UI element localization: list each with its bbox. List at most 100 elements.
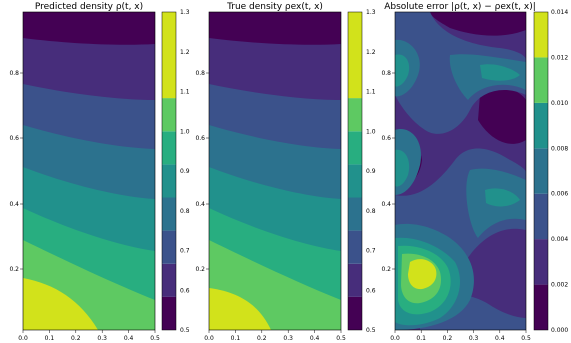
- colorbar: 0.000 0.002 0.004 0.006 0.008 0.010 0.01…: [533, 9, 568, 334]
- colorbar-tick-label: 1.1: [180, 89, 190, 96]
- x-tick-label: 0.0: [390, 335, 400, 342]
- colorbar-tick-label: 1.2: [366, 49, 376, 56]
- colorbar-segment: [348, 164, 362, 198]
- colorbar-segment: [162, 98, 176, 132]
- contour-band: [408, 259, 437, 290]
- x-ticks: 0.0 0.1 0.2 0.3 0.4 0.5: [18, 330, 160, 342]
- colorbar-tick-label: 0.9: [366, 168, 376, 175]
- colorbar-segment: [162, 230, 176, 264]
- colorbar-tick-label: 0.5: [366, 327, 376, 334]
- colorbar-tick-label: 1.3: [180, 9, 190, 16]
- colorbar-tick-label: 0.7: [366, 248, 376, 255]
- y-tick-label: 0.8: [9, 70, 19, 77]
- colorbar-tick-label: 1.2: [180, 49, 190, 56]
- colorbar-segment: [534, 284, 548, 330]
- contour-area: [23, 12, 155, 330]
- y-tick-label: 0.6: [9, 135, 19, 142]
- x-tick-label: 0.3: [97, 335, 107, 342]
- contour-band: [478, 88, 526, 144]
- colorbar-segment: [162, 131, 176, 165]
- x-tick-label: 0.0: [18, 335, 28, 342]
- panel-title: Predicted density ρ(t, x): [35, 2, 143, 12]
- x-tick-label: 0.5: [521, 335, 531, 342]
- colorbar-tick-label: 0.6: [180, 287, 190, 294]
- y-tick-label: 0.2: [381, 266, 391, 273]
- colorbar-tick-label: 0.010: [551, 100, 568, 107]
- x-tick-label: 0.1: [416, 335, 426, 342]
- colorbar-segment: [162, 263, 176, 297]
- colorbar-segment: [534, 148, 548, 194]
- y-tick-label: 0.2: [195, 266, 205, 273]
- colorbar-segment: [348, 131, 362, 165]
- colorbar: 0.5 0.6 0.7 0.8 0.9 1.0 1.1 1.2 1.3: [161, 9, 190, 334]
- colorbar-segment: [348, 197, 362, 231]
- panel-title: True density ρex(t, x): [226, 2, 323, 12]
- y-tick-label: 0.4: [9, 201, 19, 208]
- colorbar-segment: [348, 98, 362, 132]
- colorbar-tick-label: 0.7: [180, 248, 190, 255]
- colorbar-tick-label: 1.0: [366, 128, 376, 135]
- colorbar-segment: [534, 193, 548, 240]
- contour-area: [395, 12, 526, 330]
- x-tick-label: 0.4: [310, 335, 320, 342]
- colorbar-tick-label: 0.8: [366, 208, 376, 215]
- colorbar-tick-label: 0.014: [551, 9, 568, 16]
- contour-band: [23, 278, 98, 330]
- colorbar-segment: [348, 263, 362, 297]
- x-tick-label: 0.2: [443, 335, 453, 342]
- colorbar-segment: [534, 102, 548, 149]
- y-tick-label: 0.6: [195, 135, 205, 142]
- colorbar-tick-label: 0.6: [366, 287, 376, 294]
- y-tick-label: 0.4: [195, 201, 205, 208]
- y-tick-label: 0.8: [381, 70, 391, 77]
- x-tick-label: 0.1: [45, 335, 55, 342]
- panel-error: Absolute error |ρ(t, x) − ρex(t, x)|: [381, 2, 568, 342]
- plot-frame: [394, 11, 527, 331]
- colorbar-tick-label: 0.006: [551, 191, 568, 198]
- x-tick-label: 0.4: [124, 335, 134, 342]
- colorbar-segment: [348, 12, 362, 99]
- panel-title: Absolute error |ρ(t, x) − ρex(t, x)|: [384, 2, 536, 12]
- x-tick-label: 0.4: [495, 335, 505, 342]
- y-tick-label: 0.2: [9, 266, 19, 273]
- x-tick-label: 0.0: [204, 335, 214, 342]
- colorbar-segment: [348, 296, 362, 330]
- y-tick-label: 0.8: [195, 70, 205, 77]
- plot-frame: [208, 11, 342, 331]
- y-ticks: 0.2 0.4 0.6 0.8: [9, 70, 23, 273]
- colorbar-segment: [534, 239, 548, 285]
- colorbar-segment: [162, 12, 176, 99]
- colorbar-tick-label: 1.3: [366, 9, 376, 16]
- x-tick-label: 0.3: [469, 335, 479, 342]
- x-tick-label: 0.5: [150, 335, 160, 342]
- colorbar-tick-label: 0.8: [180, 208, 190, 215]
- x-tick-label: 0.5: [336, 335, 346, 342]
- panel-true: True density ρex(t, x) 0.0 0.1 0.2 0.3 0…: [195, 2, 375, 342]
- contour-band: [395, 149, 410, 187]
- colorbar-segment: [534, 57, 548, 103]
- colorbar-tick-label: 0.012: [551, 54, 568, 61]
- x-tick-label: 0.2: [257, 335, 267, 342]
- colorbar-tick-label: 0.002: [551, 282, 568, 289]
- y-ticks: 0.2 0.4 0.6 0.8: [381, 70, 395, 273]
- colorbar-segment: [162, 197, 176, 231]
- y-ticks: 0.2 0.4 0.6 0.8: [195, 70, 209, 273]
- contour-area: [209, 12, 341, 330]
- panel-predicted: Predicted density ρ(t, x) 0.0 0.1 0.2 0.…: [9, 2, 189, 342]
- y-tick-label: 0.4: [381, 201, 391, 208]
- colorbar-tick-label: 0.004: [551, 236, 568, 243]
- colorbar-segment: [534, 12, 548, 58]
- y-tick-label: 0.6: [381, 135, 391, 142]
- colorbar-segment: [162, 296, 176, 330]
- plot-frame: [22, 11, 156, 331]
- x-tick-label: 0.2: [71, 335, 81, 342]
- x-ticks: 0.0 0.1 0.2 0.3 0.4 0.5: [390, 330, 531, 342]
- colorbar-tick-label: 0.9: [180, 168, 190, 175]
- x-tick-label: 0.3: [283, 335, 293, 342]
- colorbar-tick-label: 1.1: [366, 89, 376, 96]
- colorbar-segment: [348, 230, 362, 264]
- contour-band: [485, 188, 520, 207]
- contour-band: [395, 54, 410, 87]
- colorbar-tick-label: 0.000: [551, 327, 568, 334]
